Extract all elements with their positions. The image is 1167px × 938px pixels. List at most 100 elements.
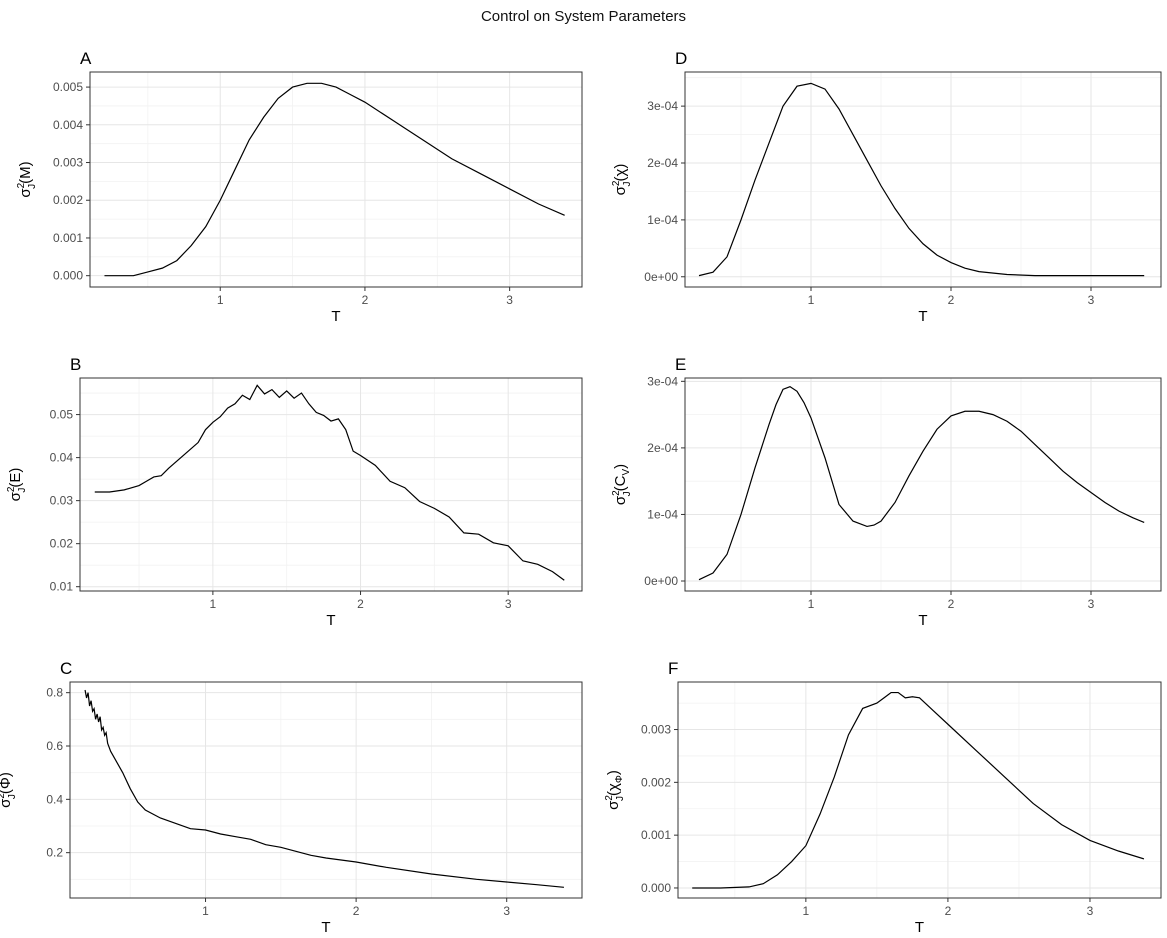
y-axis-label-sup: 2 bbox=[611, 180, 622, 186]
plot-frame bbox=[79, 377, 583, 592]
y-axis-label-base: σ bbox=[612, 495, 629, 505]
y-tick-label: 0.001 bbox=[641, 828, 671, 842]
y-axis-label-paren: (E) bbox=[7, 468, 24, 488]
y-tick-label: 0.003 bbox=[641, 723, 671, 737]
y-axis-label-base: σ bbox=[612, 185, 629, 195]
plot-frame bbox=[684, 71, 1162, 288]
y-axis-label-base: σ bbox=[0, 798, 14, 808]
y-tick-label: 3e-04 bbox=[647, 374, 678, 388]
x-tick-label: 1 bbox=[210, 597, 217, 611]
y-axis-label-paren: (χ) bbox=[612, 164, 629, 182]
y-axis-label-inner-sub: Φ bbox=[614, 775, 625, 783]
y-axis-label: σ2J(E) bbox=[6, 468, 28, 502]
x-tick-label: 1 bbox=[803, 904, 810, 918]
y-axis-label-sup: 2 bbox=[6, 486, 17, 492]
y-tick-label: 0.4 bbox=[46, 792, 63, 806]
y-tick-label: 2e-04 bbox=[647, 441, 678, 455]
plot-frame bbox=[89, 71, 583, 288]
series-line bbox=[94, 384, 565, 581]
x-tick-label: 2 bbox=[353, 904, 360, 918]
panel-label: C bbox=[60, 659, 72, 678]
y-tick-label: 0.05 bbox=[50, 408, 74, 422]
x-axis-label: T bbox=[918, 612, 927, 629]
series-line bbox=[104, 82, 565, 277]
y-axis-label-sup: 2 bbox=[0, 793, 7, 799]
y-tick-label: 2e-04 bbox=[647, 156, 678, 170]
series-line bbox=[698, 385, 1145, 581]
y-tick-label: 0.6 bbox=[46, 739, 63, 753]
series-line bbox=[692, 691, 1145, 889]
y-axis-label-sub: J bbox=[622, 491, 633, 496]
y-axis-label-close: ) bbox=[605, 770, 622, 775]
series-line bbox=[84, 689, 564, 888]
x-tick-label: 3 bbox=[503, 904, 510, 918]
plot-background bbox=[685, 378, 1161, 591]
x-tick-label: 1 bbox=[217, 293, 224, 307]
x-tick-label: 3 bbox=[506, 293, 513, 307]
y-tick-label: 0.002 bbox=[53, 193, 83, 207]
y-tick-label: 3e-04 bbox=[647, 99, 678, 113]
y-tick-label: 0.02 bbox=[50, 537, 74, 551]
y-axis-label-paren: (C bbox=[612, 475, 629, 491]
panel-label: F bbox=[668, 659, 678, 678]
plot-frame bbox=[684, 377, 1162, 592]
y-tick-label: 0e+00 bbox=[644, 270, 678, 284]
y-axis-label: σ2J(Φ) bbox=[0, 772, 18, 808]
grid bbox=[685, 378, 1162, 591]
x-tick-label: 2 bbox=[948, 293, 955, 307]
x-tick-label: 3 bbox=[505, 597, 512, 611]
grid bbox=[70, 682, 583, 898]
y-axis-label: σ2J(M) bbox=[16, 161, 38, 197]
y-axis-label-base: σ bbox=[7, 491, 24, 501]
panel-label: A bbox=[80, 49, 92, 68]
y-axis-label-sub: J bbox=[17, 488, 28, 493]
y-axis-label-paren: (Φ) bbox=[0, 772, 14, 794]
y-tick-label: 0e+00 bbox=[644, 574, 678, 588]
x-tick-label: 2 bbox=[357, 597, 364, 611]
y-axis-label-paren: (M) bbox=[17, 161, 34, 184]
x-axis-label: T bbox=[326, 612, 335, 629]
y-axis-label-base: σ bbox=[17, 188, 34, 198]
y-tick-label: 0.000 bbox=[53, 269, 83, 283]
y-axis-label-sub: J bbox=[622, 182, 633, 187]
panel-label: B bbox=[70, 355, 81, 374]
y-tick-label: 0.004 bbox=[53, 118, 83, 132]
plot-frame bbox=[677, 681, 1162, 899]
y-axis-label-sub: J bbox=[615, 796, 626, 801]
x-axis-label: T bbox=[915, 919, 924, 936]
y-tick-label: 1e-04 bbox=[647, 507, 678, 521]
y-axis-label-sub: J bbox=[27, 184, 38, 189]
y-tick-label: 0.01 bbox=[50, 580, 74, 594]
y-tick-label: 1e-04 bbox=[647, 213, 678, 227]
y-axis-label: σ2J(χ) bbox=[611, 164, 633, 196]
y-axis-label-sup: 2 bbox=[16, 182, 27, 188]
y-tick-label: 0.005 bbox=[53, 80, 83, 94]
x-tick-label: 1 bbox=[808, 597, 815, 611]
x-tick-label: 3 bbox=[1088, 597, 1095, 611]
y-axis-label-close: ) bbox=[612, 464, 629, 469]
x-tick-label: 1 bbox=[202, 904, 209, 918]
plot-background bbox=[80, 378, 582, 591]
y-tick-label: 0.002 bbox=[641, 775, 671, 789]
plot-background bbox=[90, 72, 582, 287]
grid bbox=[80, 378, 583, 591]
x-axis-label: T bbox=[918, 308, 927, 325]
x-tick-label: 2 bbox=[945, 904, 952, 918]
x-tick-label: 1 bbox=[808, 293, 815, 307]
x-axis-label: T bbox=[321, 919, 330, 936]
x-tick-label: 2 bbox=[362, 293, 369, 307]
x-tick-label: 3 bbox=[1088, 293, 1095, 307]
y-tick-label: 0.03 bbox=[50, 494, 74, 508]
y-axis-label-inner-sub: V bbox=[621, 469, 632, 476]
y-tick-label: 0.04 bbox=[50, 451, 74, 465]
y-axis-label-sub: J bbox=[7, 794, 18, 799]
x-tick-label: 3 bbox=[1087, 904, 1094, 918]
series-line bbox=[698, 82, 1145, 277]
y-axis-label: σ2J(CV) bbox=[611, 464, 633, 505]
panel-a-chart: 1 2 30.0000.0010.0020.0030.0040.005Tσ2J(M)… bbox=[16, 49, 583, 325]
